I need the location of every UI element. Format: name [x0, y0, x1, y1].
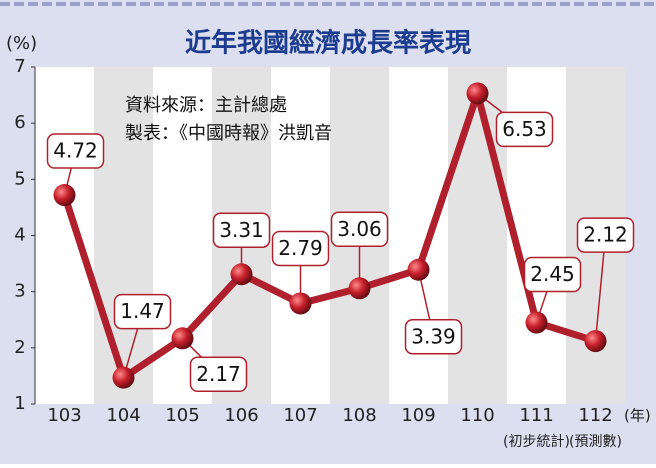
y-axis-label: (%): [6, 33, 37, 54]
value-label: 3.39: [411, 324, 456, 348]
column-band: [94, 67, 153, 404]
y-tick-label: 4: [14, 225, 25, 246]
point: [407, 258, 430, 281]
x-tick-note: (預測數): [569, 434, 622, 450]
value-label-box: [113, 293, 172, 330]
point: [584, 330, 607, 353]
x-tick-label: 112: [578, 405, 612, 426]
y-tick-label: 5: [14, 168, 25, 189]
value-label: 2.12: [583, 223, 628, 247]
x-axis-unit: (年): [624, 407, 651, 425]
y-tick-label: 1: [14, 393, 25, 414]
value-label: 2.45: [530, 262, 575, 286]
x-tick-label: 105: [165, 405, 199, 426]
x-tick-label: 104: [106, 405, 140, 426]
point: [348, 277, 371, 300]
point: [525, 311, 548, 334]
x-tick-label: 108: [342, 405, 376, 426]
point: [230, 263, 253, 286]
x-tick-note: (初步統計): [503, 433, 570, 450]
x-tick-label: 103: [47, 405, 81, 426]
x-tick-label: 110: [460, 405, 494, 426]
value-label: 3.06: [337, 217, 382, 241]
value-label: 6.53: [502, 117, 547, 141]
point: [289, 292, 312, 315]
y-tick-label: 2: [14, 337, 25, 358]
value-label: 3.31: [219, 218, 264, 242]
value-label-box: [189, 356, 248, 393]
point: [112, 366, 135, 389]
line: [61, 89, 597, 382]
value-label-box: [271, 230, 330, 267]
value-label: 2.79: [278, 236, 323, 260]
source-text: 製表：《中國時報》洪凱音: [125, 123, 332, 144]
source-text: 資料來源：主計總處: [125, 95, 287, 116]
point: [171, 327, 194, 350]
point: [466, 82, 489, 105]
value-label-box: [404, 319, 463, 355]
value-label-box: [330, 211, 389, 248]
y-tick-label: 7: [14, 56, 25, 77]
value-label-box: [46, 133, 105, 169]
point: [53, 184, 76, 207]
value-label: 1.47: [120, 299, 165, 323]
x-tick-label: 111: [519, 405, 553, 426]
value-label-box: [212, 212, 271, 249]
value-label-box: [495, 111, 554, 148]
value-label-box: [576, 217, 635, 253]
y-tick-label: 3: [14, 281, 25, 302]
y-tick-label: 6: [14, 112, 25, 133]
value-label: 4.72: [53, 139, 98, 163]
value-label: 2.17: [196, 362, 241, 386]
chart-title: 近年我國經濟成長率表現: [185, 28, 471, 59]
x-tick-label: 106: [224, 405, 258, 426]
value-label-box: [523, 256, 582, 293]
x-tick-label: 107: [283, 405, 317, 426]
x-tick-label: 109: [401, 405, 435, 426]
